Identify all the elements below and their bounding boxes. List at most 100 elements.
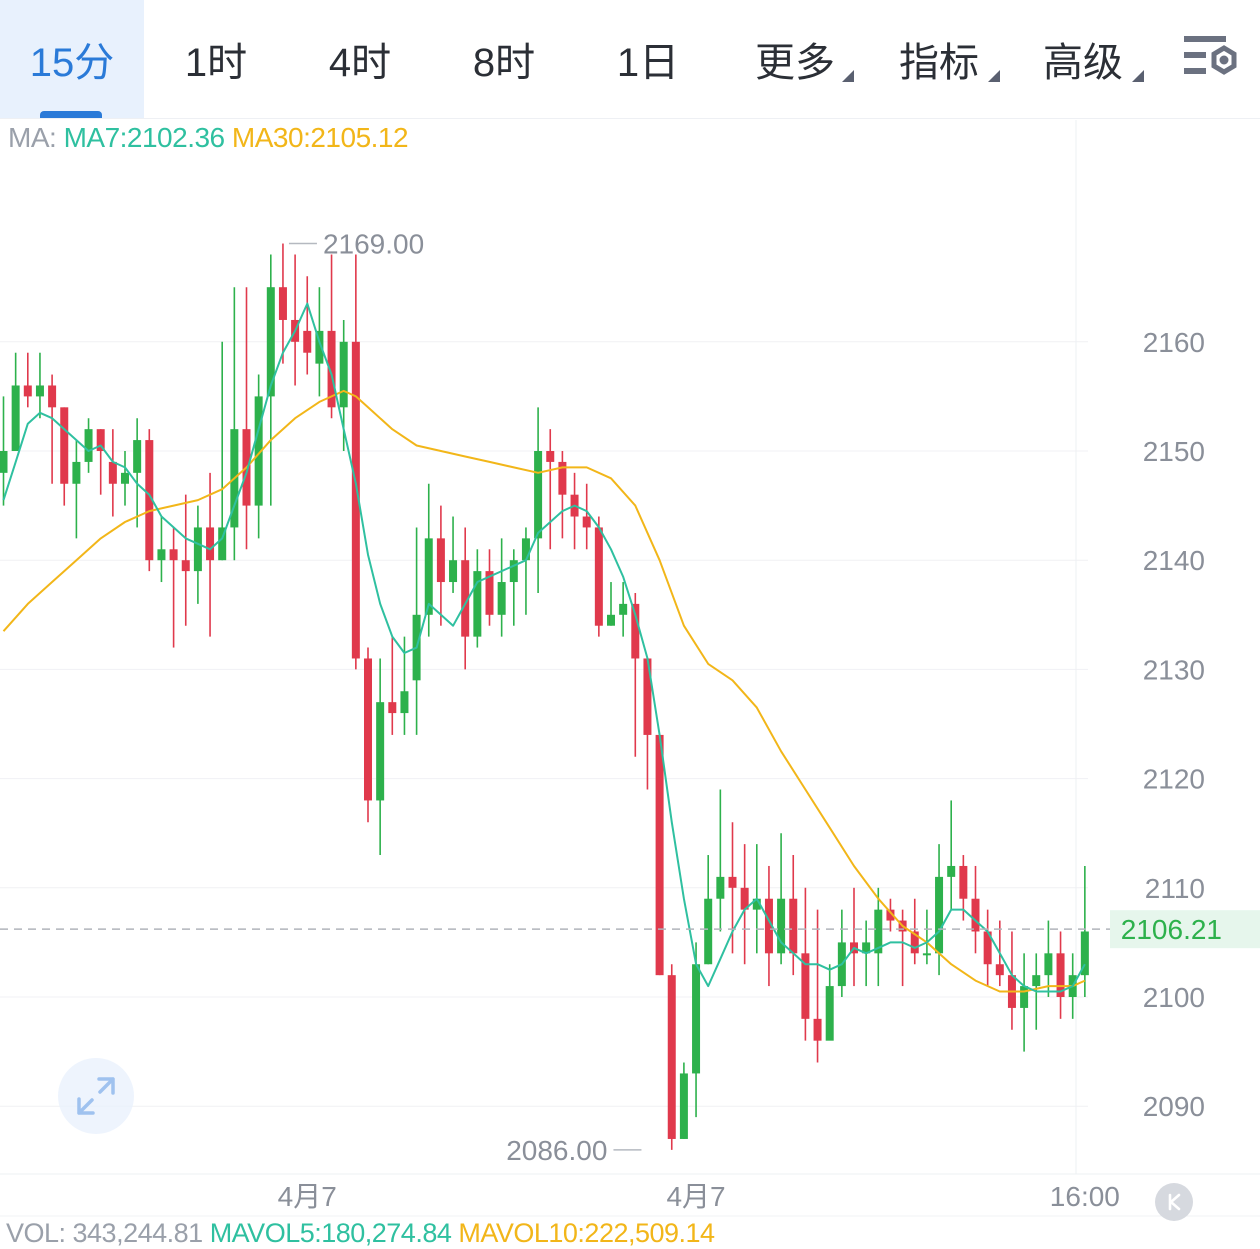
candle-body [789, 898, 798, 954]
settings-sliders-icon[interactable] [1180, 32, 1242, 88]
candle-body [35, 385, 44, 397]
candle-body [84, 429, 93, 462]
candle-body [0, 451, 8, 473]
candle-body [449, 560, 458, 583]
candle-body [922, 953, 931, 956]
candle-body [424, 538, 433, 615]
candle-body [254, 396, 263, 506]
tab-1d[interactable]: 1日 [576, 0, 720, 118]
candle-body [121, 472, 129, 484]
x-tick-label: 4月7 [666, 1181, 725, 1212]
candle-body [400, 691, 409, 714]
candle-body [48, 385, 57, 408]
candle-body [1080, 931, 1089, 976]
y-tick-label: 2120 [1143, 764, 1205, 795]
candle-body [716, 876, 725, 899]
active-tab-indicator [40, 111, 102, 118]
ma-legend-prefix: MA: [8, 122, 57, 153]
candle-body [704, 898, 713, 965]
tab-1h[interactable]: 1时 [144, 0, 288, 118]
candle-body [303, 330, 312, 353]
y-tick-label: 2160 [1143, 327, 1205, 358]
tab-15min[interactable]: 15分 [0, 0, 144, 118]
candle-body [145, 440, 154, 561]
ma-legend: MA: MA7:2102.36 MA30:2105.12 [8, 122, 409, 154]
candle-body [181, 560, 190, 572]
candle-body [315, 330, 324, 364]
candle-body [764, 898, 773, 954]
candle-body [862, 942, 871, 954]
candle-body [193, 527, 202, 572]
candle-body [218, 527, 227, 561]
candle-body [607, 614, 615, 626]
candle-body [619, 603, 628, 615]
candle-body [728, 876, 737, 888]
candle-body [679, 1073, 688, 1139]
candle-body [436, 538, 445, 583]
tab-1d-label: 1日 [616, 41, 680, 85]
candle-body [473, 571, 482, 637]
candle-body [801, 953, 810, 1019]
candle-body [667, 975, 676, 1139]
ma7-value: MA7:2102.36 [63, 122, 226, 153]
dropdown-triangle-icon [842, 70, 854, 82]
candle-body [169, 549, 178, 561]
candle-body [558, 461, 567, 495]
expand-arrows-icon[interactable] [58, 1058, 134, 1134]
candle-body [534, 451, 543, 539]
mavol10-value: MAVOL10:222,509.14 [458, 1218, 715, 1248]
tab-indicators[interactable]: 指标 [874, 0, 1004, 118]
candle-body [96, 429, 105, 451]
candle-body [327, 330, 336, 408]
candle-body [777, 898, 786, 954]
mavol5-value: MAVOL5:180,274.84 [209, 1218, 452, 1248]
y-tick-label: 2110 [1145, 873, 1205, 904]
candle-body [485, 571, 494, 615]
candle-body [339, 341, 348, 408]
vol-value: VOL: 343,244.81 [6, 1218, 203, 1248]
y-tick-label: 2090 [1143, 1091, 1205, 1122]
volume-legend: VOL: 343,244.81 MAVOL5:180,274.84 MAVOL1… [6, 1218, 715, 1249]
tab-4h[interactable]: 4时 [288, 0, 432, 118]
tab-8h-label: 8时 [472, 41, 536, 85]
k-logo-icon[interactable] [1155, 1183, 1193, 1221]
tab-advanced[interactable]: 高级 [1018, 0, 1148, 118]
candle-body [23, 385, 32, 397]
candle-body [364, 658, 372, 801]
candle-body [643, 658, 652, 735]
candle-body [1056, 953, 1065, 997]
interval-tab-bar: 15分 1时 4时 8时 1日 更多 指标 高级 [0, 0, 1260, 119]
candle-body [133, 440, 142, 473]
candle-body [594, 527, 603, 626]
candle-body [376, 702, 385, 801]
candle-body [1044, 953, 1053, 976]
candle-body [971, 898, 980, 932]
y-tick-label: 2140 [1143, 545, 1205, 576]
tab-8h[interactable]: 8时 [432, 0, 576, 118]
dropdown-triangle-icon [988, 70, 1000, 82]
candle-body [108, 461, 117, 484]
candle-body [813, 1018, 822, 1041]
tab-indicators-label: 指标 [899, 41, 979, 85]
candle-body [752, 898, 761, 910]
x-tick-label: 4月7 [278, 1181, 337, 1212]
ma30-value: MA30:2105.12 [231, 122, 409, 153]
tab-4h-label: 4时 [328, 41, 392, 85]
ma7-line [2, 302, 1086, 993]
low-price-label: 2086.00 [506, 1135, 607, 1166]
candle-body [72, 461, 81, 484]
candle-body [461, 560, 470, 637]
last-price-tag [1110, 910, 1260, 949]
candle-body [351, 341, 360, 659]
candle-body [582, 516, 591, 528]
candle-body [11, 385, 20, 451]
tab-more[interactable]: 更多 [730, 0, 860, 118]
candle-body [995, 964, 1004, 976]
candle-body [874, 909, 883, 954]
candle-body [935, 876, 944, 954]
tab-advanced-label: 高级 [1043, 41, 1123, 85]
candle-body [546, 451, 555, 462]
dropdown-triangle-icon [1132, 70, 1144, 82]
candle-body [983, 931, 992, 965]
